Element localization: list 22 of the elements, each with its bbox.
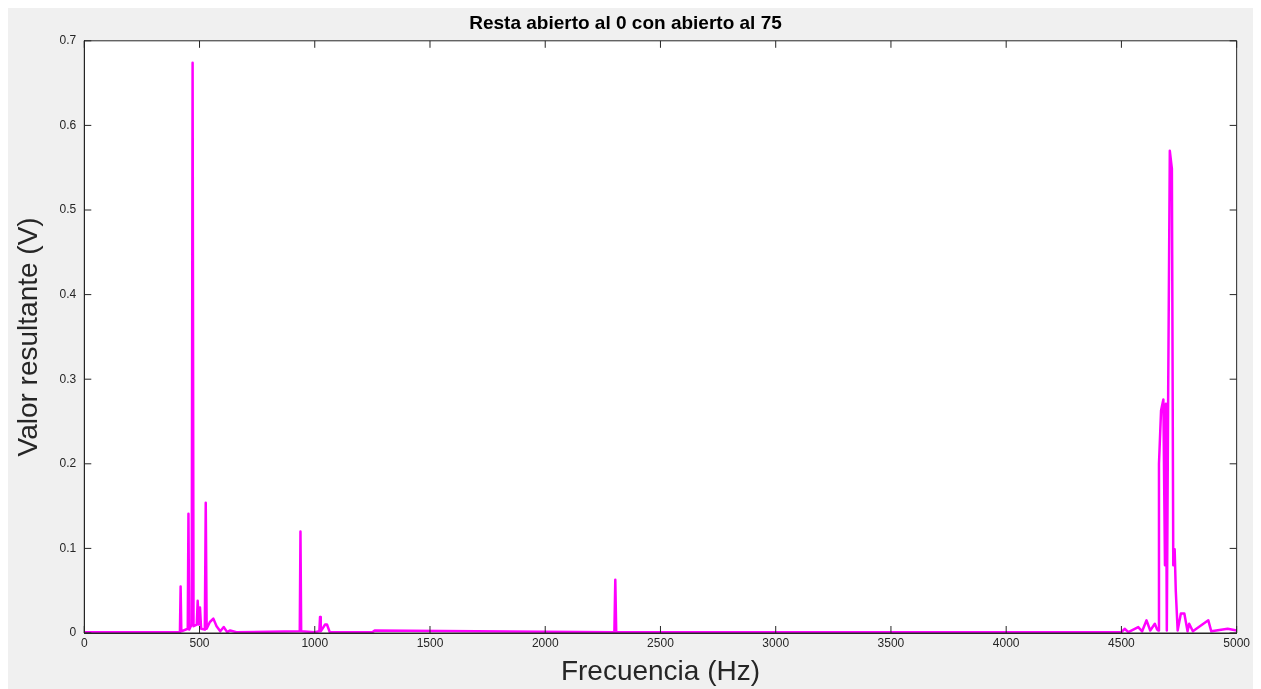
x-tick-label: 5000 bbox=[1223, 635, 1251, 650]
y-axis-title: Valor resultante (V) bbox=[11, 217, 43, 457]
x-tick-label: 4500 bbox=[1108, 635, 1136, 650]
y-tick-label: 0.1 bbox=[59, 540, 77, 555]
y-tick-label: 0 bbox=[69, 625, 77, 640]
y-tick-label: 0.5 bbox=[59, 202, 77, 217]
x-tick-label: 1500 bbox=[416, 635, 444, 650]
x-tick-label: 3000 bbox=[762, 635, 790, 650]
y-tick-label: 0.2 bbox=[59, 456, 77, 471]
x-tick-label: 0 bbox=[80, 635, 88, 650]
y-tick-label: 0.7 bbox=[59, 33, 77, 48]
x-tick-label: 500 bbox=[189, 635, 210, 650]
x-tick-label: 2000 bbox=[531, 635, 559, 650]
y-tick-label: 0.6 bbox=[59, 117, 77, 132]
y-tick-label: 0.4 bbox=[59, 286, 77, 301]
x-axis-title: Frecuencia (Hz) bbox=[560, 654, 761, 686]
x-tick-label: 2500 bbox=[647, 635, 675, 650]
x-tick-label: 1000 bbox=[301, 635, 329, 650]
y-tick-label: 0.3 bbox=[59, 371, 77, 386]
x-tick-label: 4000 bbox=[992, 635, 1020, 650]
x-tick-label: 3500 bbox=[877, 635, 905, 650]
chart-title: Resta abierto al 0 con abierto al 75 bbox=[469, 11, 783, 33]
